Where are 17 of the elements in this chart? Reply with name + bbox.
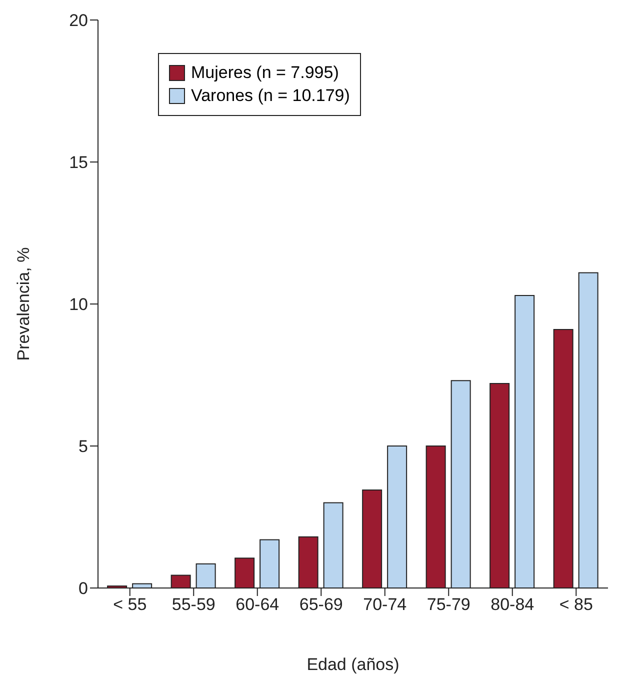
y-tick-label: 10 bbox=[69, 295, 88, 314]
legend-label: Varones (n = 10.179) bbox=[191, 86, 350, 106]
x-tick-label: 65-69 bbox=[299, 595, 343, 614]
x-axis-title: Edad (años) bbox=[306, 655, 400, 674]
y-tick-label: 5 bbox=[78, 437, 88, 456]
x-tick-label: 70-74 bbox=[363, 595, 407, 614]
y-tick-label: 20 bbox=[69, 11, 88, 30]
x-tick-label: 60-64 bbox=[236, 595, 280, 614]
x-tick-label: < 55 bbox=[113, 595, 147, 614]
y-tick-label: 15 bbox=[69, 153, 88, 172]
x-tick-label: 80-84 bbox=[490, 595, 534, 614]
x-tick-label: 55-59 bbox=[172, 595, 216, 614]
y-axis-title: Prevalencia, % bbox=[14, 247, 34, 361]
x-tick-label: 75-79 bbox=[426, 595, 470, 614]
legend-label: Mujeres (n = 7.995) bbox=[191, 63, 339, 83]
y-tick-label: 0 bbox=[78, 579, 88, 598]
x-tick-label: < 85 bbox=[559, 595, 593, 614]
